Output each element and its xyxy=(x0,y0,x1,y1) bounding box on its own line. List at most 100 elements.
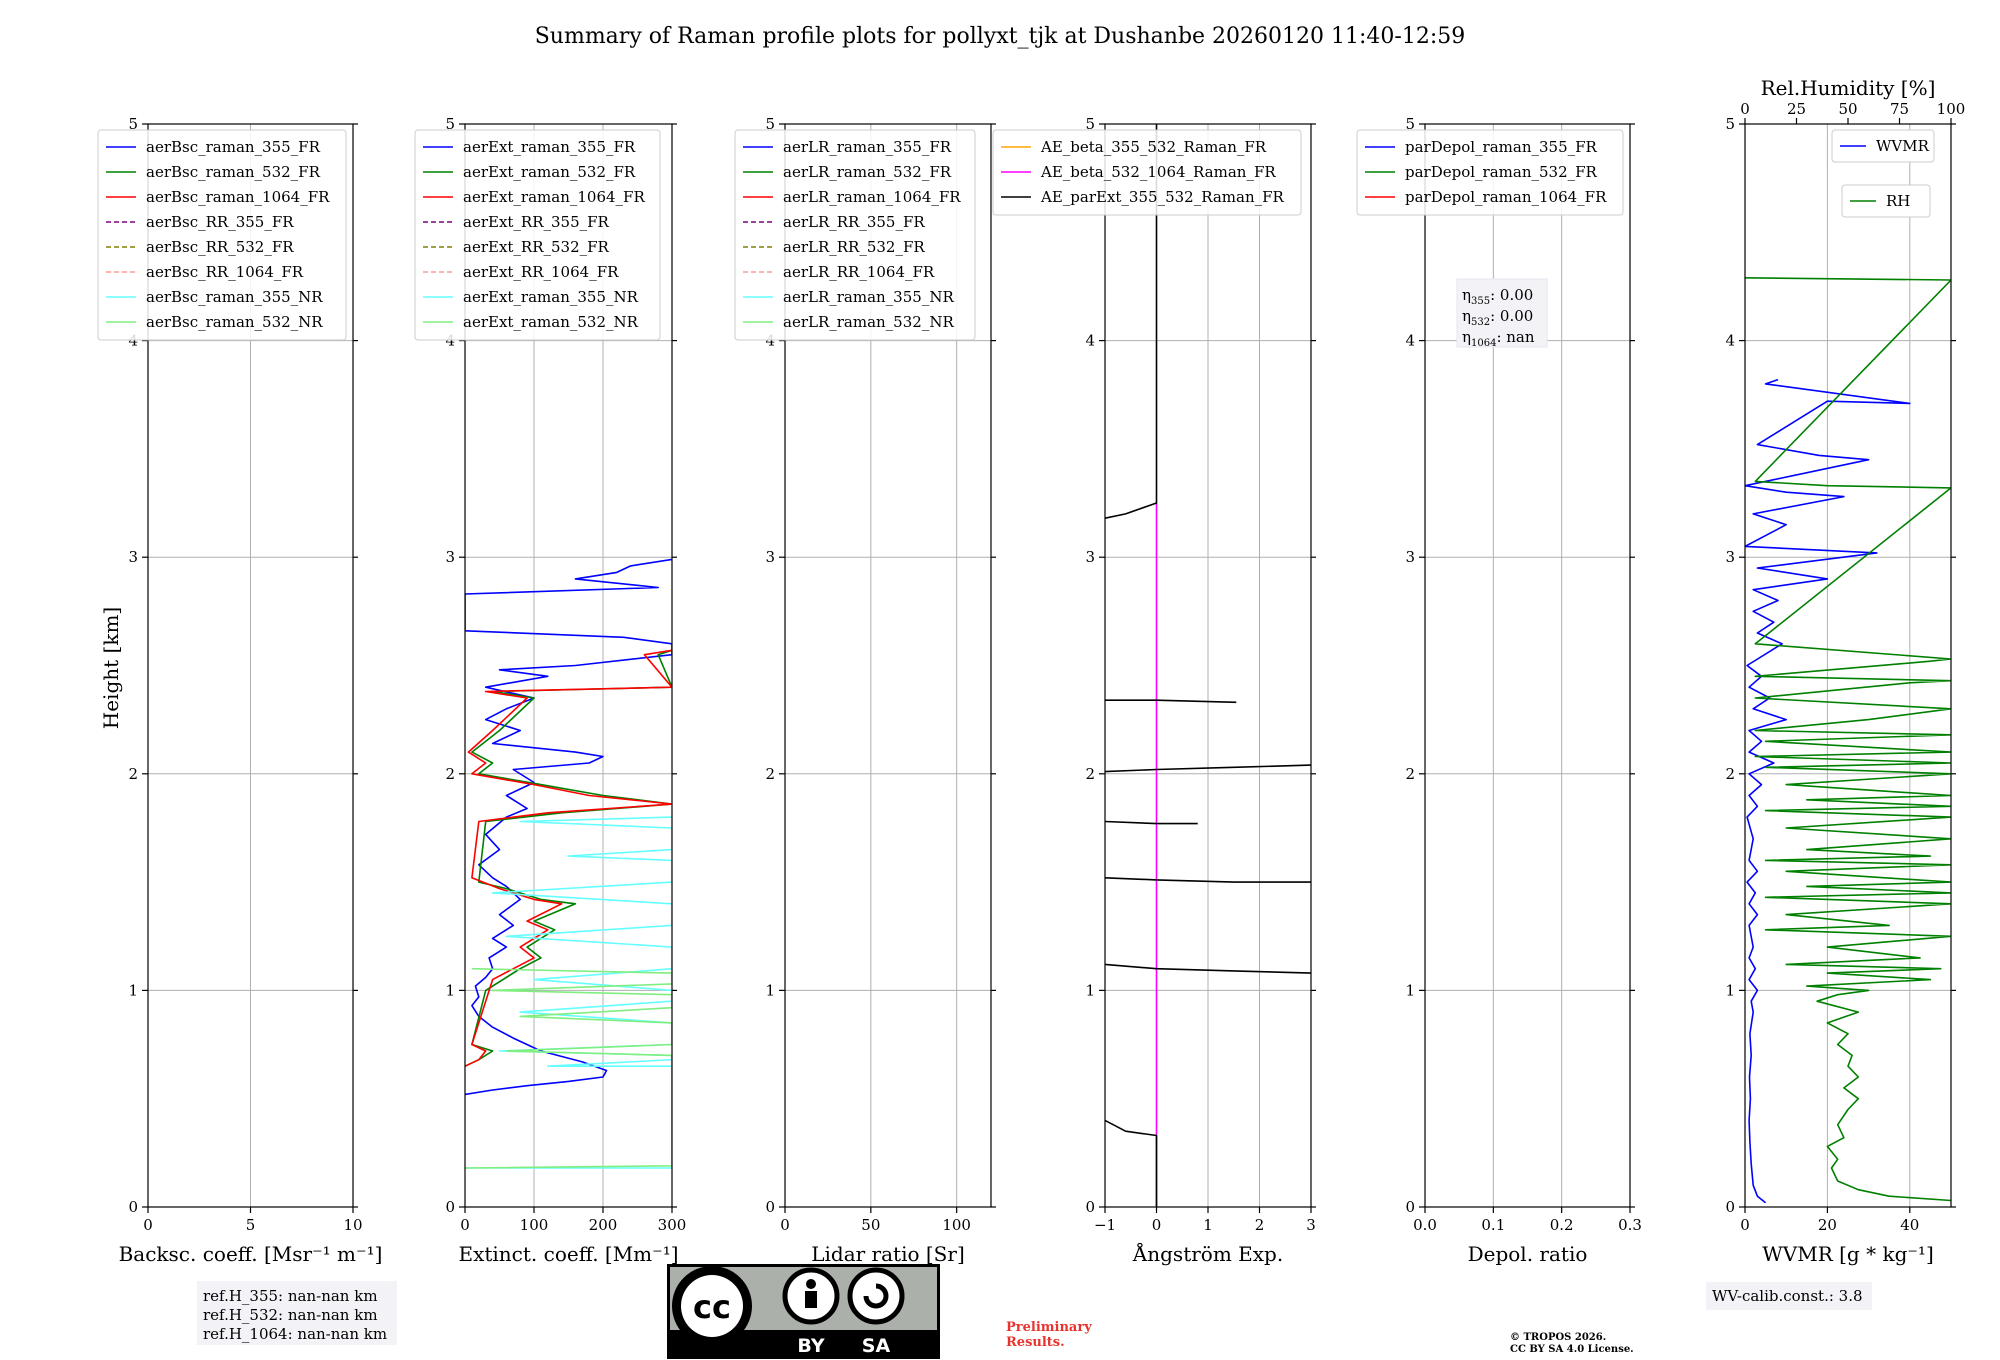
legend-box-0 xyxy=(1831,129,1935,163)
ytick-label-1: 1 xyxy=(1725,981,1735,999)
xtick-label-2: 0.2 xyxy=(1550,1216,1574,1234)
ytick-label-2: 2 xyxy=(1725,765,1735,783)
ref-height-532: ref.H_532: nan-nan km xyxy=(203,1306,378,1324)
x-axis-label: WVMR [g * kg⁻¹] xyxy=(1762,1242,1934,1266)
legend-label-aerLR_raman_532_FR: aerLR_raman_532_FR xyxy=(783,163,952,181)
legend-label-aerLR_RR_355_FR: aerLR_RR_355_FR xyxy=(783,213,925,231)
series-line-aerExt_raman_355_NR-0 xyxy=(465,816,672,1169)
xtick-label-2: 40 xyxy=(1900,1216,1919,1234)
xtick-label-1: 5 xyxy=(246,1216,256,1234)
data-lines-wvmr_rh xyxy=(1745,277,1951,1204)
series-line-RH-0 xyxy=(1745,277,1951,1202)
legend-label-aerBsc_raman_532_NR: aerBsc_raman_532_NR xyxy=(146,313,323,331)
legend-label-aerExt_RR_1064_FR: aerExt_RR_1064_FR xyxy=(463,263,619,281)
series-line-aerExt_raman_1064_FR-0 xyxy=(465,649,672,1067)
ytick-label-5: 5 xyxy=(445,115,455,133)
ytick-label-0: 0 xyxy=(445,1198,455,1216)
xtick-label-0: 0 xyxy=(780,1216,790,1234)
ytick-label-0: 0 xyxy=(128,1198,138,1216)
top-xtick-label-2: 50 xyxy=(1838,100,1857,118)
legend-label-aerExt_raman_1064_FR: aerExt_raman_1064_FR xyxy=(463,188,645,206)
legend-label-parDepol_raman_355_FR: parDepol_raman_355_FR xyxy=(1405,138,1598,156)
legend-box-1 xyxy=(1841,184,1931,218)
copyright-line1: © TROPOS 2026. xyxy=(1510,1332,1606,1343)
wv-calibration-const: WV-calib.const.: 3.8 xyxy=(1712,1287,1863,1305)
legend-label-AE_beta_532_1064_Raman_FR: AE_beta_532_1064_Raman_FR xyxy=(1040,163,1276,181)
ytick-label-3: 3 xyxy=(1085,548,1095,566)
ytick-label-2: 2 xyxy=(445,765,455,783)
by-label: BY xyxy=(797,1335,824,1357)
eta-annotation-bg xyxy=(1456,278,1548,348)
ytick-label-4: 4 xyxy=(1405,332,1415,350)
xtick-label-4: 3 xyxy=(1306,1216,1316,1234)
x-axis-label: Extinct. coeff. [Mm⁻¹] xyxy=(458,1242,678,1266)
xtick-label-0: 0 xyxy=(143,1216,153,1234)
ytick-label-2: 2 xyxy=(128,765,138,783)
legend-label-aerExt_raman_532_FR: aerExt_raman_532_FR xyxy=(463,163,636,181)
legend-label-aerExt_raman_532_NR: aerExt_raman_532_NR xyxy=(463,313,639,331)
legend-label-parDepol_raman_532_FR: parDepol_raman_532_FR xyxy=(1405,163,1598,181)
top-xtick-label-4: 100 xyxy=(1937,100,1966,118)
share-alike-icon-arrow xyxy=(863,1283,889,1309)
ytick-label-4: 4 xyxy=(1085,332,1095,350)
ref-height-1064: ref.H_1064: nan-nan km xyxy=(203,1325,387,1343)
series-line-aerExt_raman_532_FR-0 xyxy=(465,649,672,1067)
figure-title: Summary of Raman profile plots for polly… xyxy=(535,24,1466,49)
xtick-label-2: 1 xyxy=(1203,1216,1213,1234)
x-axis-label: Ångström Exp. xyxy=(1132,1241,1283,1266)
ytick-label-1: 1 xyxy=(445,981,455,999)
reference-heights-box: ref.H_355: nan-nan km ref.H_532: nan-nan… xyxy=(197,1281,397,1345)
legend-label-aerExt_raman_355_FR: aerExt_raman_355_FR xyxy=(463,138,636,156)
x-axis-label: Depol. ratio xyxy=(1468,1242,1588,1266)
legend-label-aerLR_raman_1064_FR: aerLR_raman_1064_FR xyxy=(783,188,961,206)
attribution-icon-head xyxy=(806,1279,816,1289)
legend-box xyxy=(734,129,976,341)
ytick-label-4: 4 xyxy=(128,332,138,350)
xtick-label-0: −1 xyxy=(1094,1216,1116,1234)
legend-label-aerBsc_raman_355_NR: aerBsc_raman_355_NR xyxy=(146,288,323,306)
x-axis-label: Lidar ratio [Sr] xyxy=(811,1242,965,1266)
ytick-label-3: 3 xyxy=(128,548,138,566)
series-line-AE_parExt_355_532_Raman_FR-5 xyxy=(1105,699,1237,704)
xtick-label-2: 10 xyxy=(343,1216,362,1234)
series-line-AE_parExt_355_532_Raman_FR-6 xyxy=(1105,124,1158,519)
ref-height-355: ref.H_355: nan-nan km xyxy=(203,1287,378,1305)
sa-label: SA xyxy=(862,1335,891,1357)
legend-label-AE_parExt_355_532_Raman_FR: AE_parExt_355_532_Raman_FR xyxy=(1040,188,1285,206)
legend-label-aerLR_RR_532_FR: aerLR_RR_532_FR xyxy=(783,238,925,256)
xtick-label-3: 2 xyxy=(1255,1216,1265,1234)
axes-frame xyxy=(1424,123,1631,1208)
legend-label-aerBsc_RR_1064_FR: aerBsc_RR_1064_FR xyxy=(146,263,304,281)
ytick-label-0: 0 xyxy=(1085,1198,1095,1216)
height-axis-label: Height [km] xyxy=(99,607,123,729)
axes-frame xyxy=(1744,123,1952,1208)
legend-label-aerBsc_RR_355_FR: aerBsc_RR_355_FR xyxy=(146,213,294,231)
axes-frame xyxy=(464,123,673,1208)
top-axis-label: Rel.Humidity [%] xyxy=(1761,76,1936,100)
xtick-label-0: 0.0 xyxy=(1413,1216,1437,1234)
legend-label-aerBsc_raman_1064_FR: aerBsc_raman_1064_FR xyxy=(146,188,330,206)
ytick-label-4: 4 xyxy=(765,332,775,350)
legend-box xyxy=(992,129,1302,216)
ytick-label-1: 1 xyxy=(128,981,138,999)
preliminary-note-line1: Preliminary xyxy=(1006,1320,1092,1335)
top-xtick-label-0: 0 xyxy=(1740,100,1750,118)
legend-label-WVMR: WVMR xyxy=(1876,137,1930,155)
ytick-label-5: 5 xyxy=(765,115,775,133)
reference-heights-bg xyxy=(197,1281,397,1345)
top-xtick-label-1: 25 xyxy=(1787,100,1806,118)
axes-frame xyxy=(784,123,992,1208)
legend-label-aerBsc_raman_532_FR: aerBsc_raman_532_FR xyxy=(146,163,321,181)
legend-label-aerLR_RR_1064_FR: aerLR_RR_1064_FR xyxy=(783,263,935,281)
series-line-AE_parExt_355_532_Raman_FR-4 xyxy=(1105,764,1311,773)
xtick-label-2: 100 xyxy=(942,1216,971,1234)
ytick-label-2: 2 xyxy=(1085,765,1095,783)
legend-label-AE_beta_355_532_Raman_FR: AE_beta_355_532_Raman_FR xyxy=(1040,138,1267,156)
panel-extinction: 0 1 2 3 4 5 0 100 200 300 Extinct. coeff. [Mm⁻¹] ae… xyxy=(414,115,686,1266)
cc-logo-face xyxy=(681,1275,743,1337)
ytick-label-5: 5 xyxy=(128,115,138,133)
top-xtick-label-3: 75 xyxy=(1890,100,1909,118)
series-line-AE_parExt_355_532_Raman_FR-3 xyxy=(1105,820,1198,825)
